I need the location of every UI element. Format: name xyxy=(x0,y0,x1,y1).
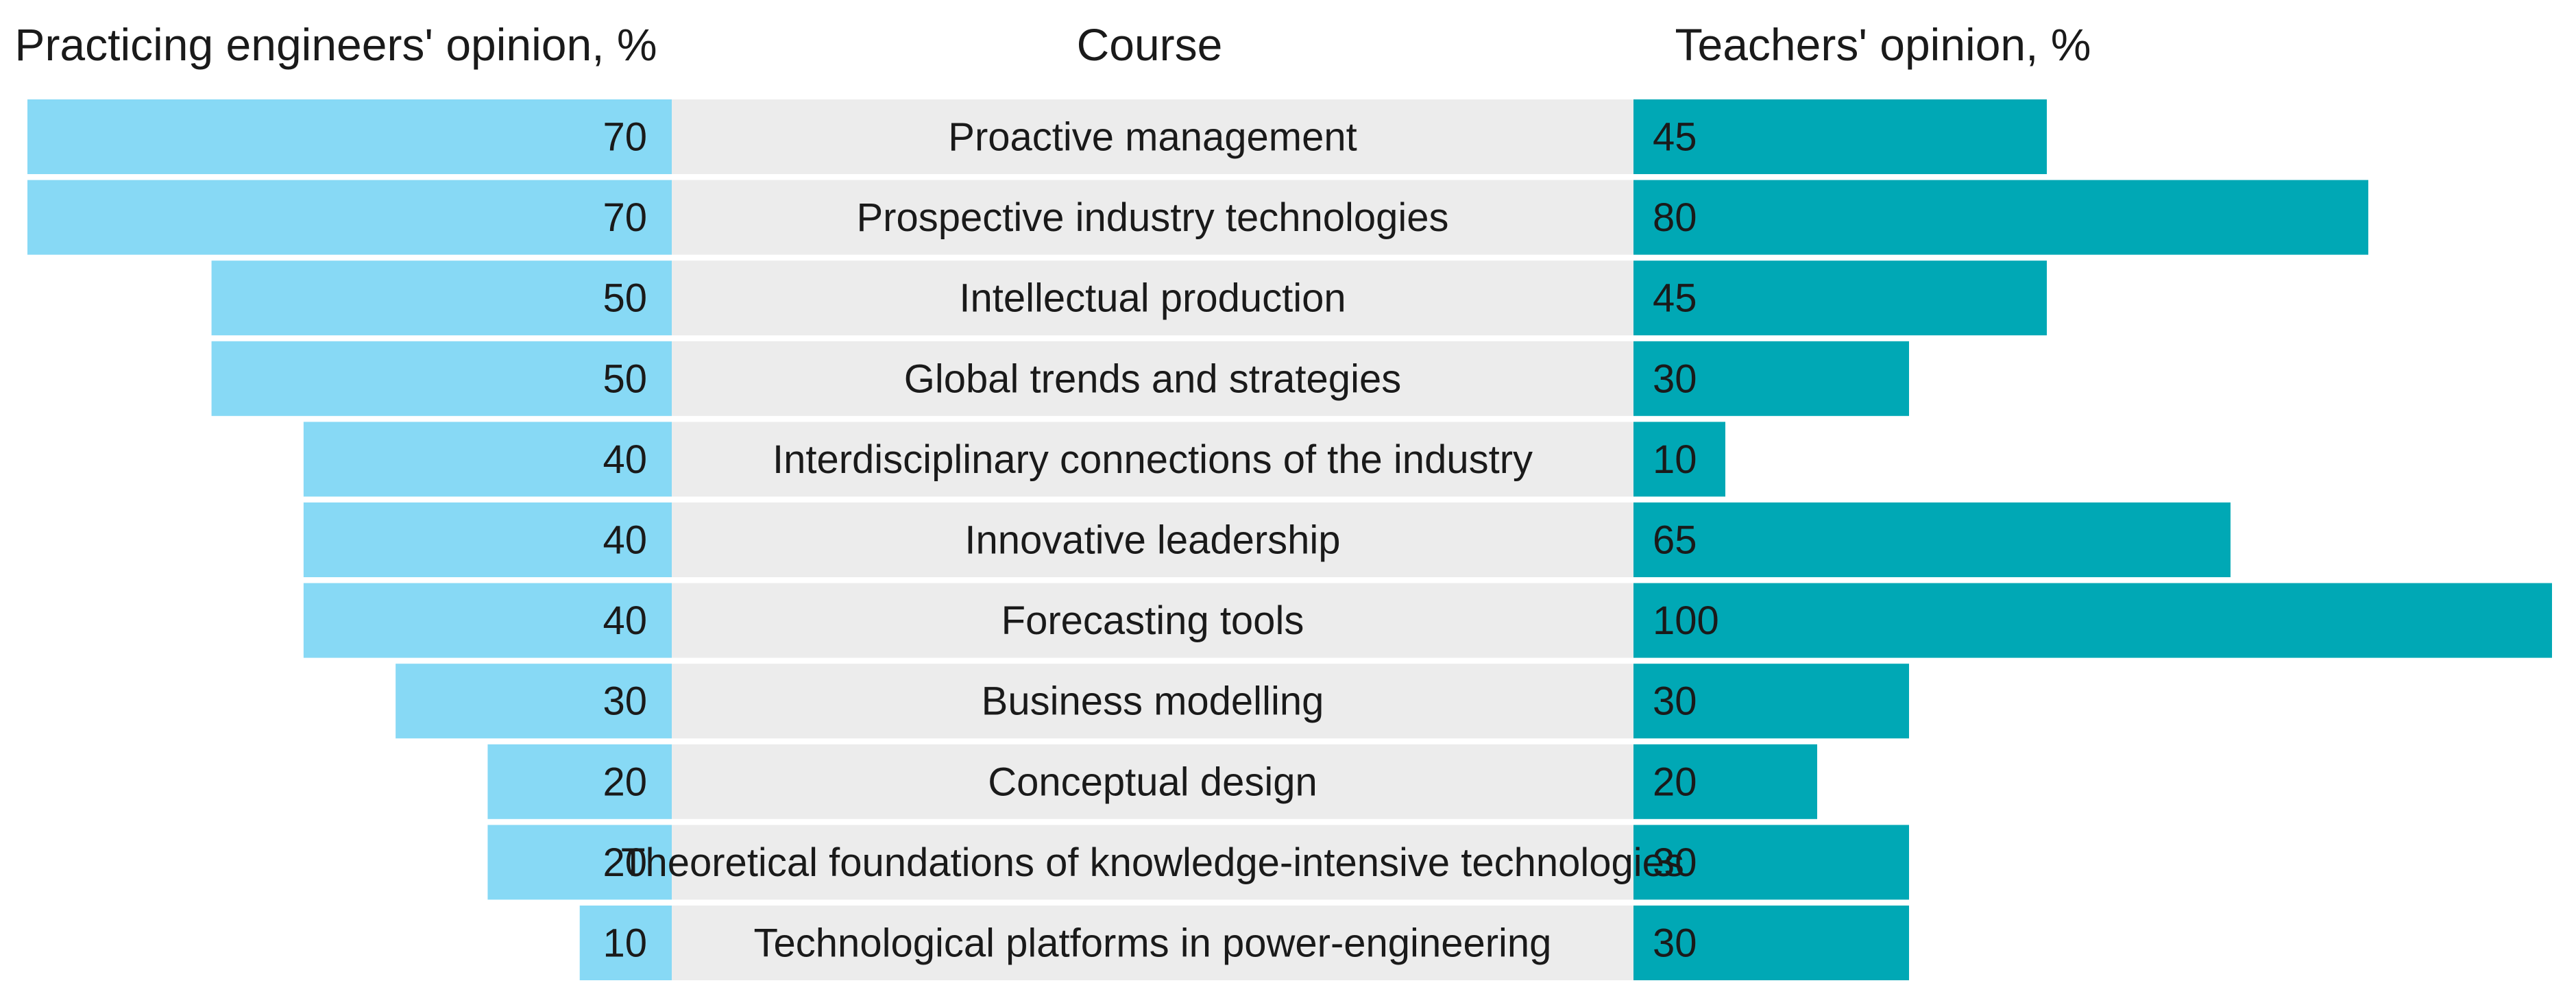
engineers-value-label: 70 xyxy=(603,115,647,160)
teachers-bar xyxy=(1633,664,1909,739)
engineers-bar xyxy=(303,502,672,577)
course-label: Innovative leadership xyxy=(964,518,1340,563)
course-band xyxy=(672,906,1633,980)
engineers-value-label: 50 xyxy=(603,356,647,401)
engineers-value-label: 20 xyxy=(603,760,647,804)
course-band xyxy=(672,422,1633,497)
engineers-bar xyxy=(211,341,672,416)
engineers-bar xyxy=(27,180,672,255)
course-band xyxy=(672,502,1633,577)
engineers-bar xyxy=(487,744,672,819)
chart-row: 40 Interdisciplinary connections of the i… xyxy=(303,422,1725,497)
course-label: Forecasting tools xyxy=(1001,598,1304,643)
engineers-value-label: 50 xyxy=(603,276,647,321)
teachers-bar xyxy=(1633,744,1817,819)
teachers-value-label: 80 xyxy=(1653,195,1697,240)
chart-row: 10 Technological platforms in power-engin… xyxy=(579,906,1909,980)
course-label: Proactive management xyxy=(948,115,1357,160)
engineers-bar xyxy=(303,422,672,497)
chart-row: 70 Proactive management 45 xyxy=(27,99,2047,174)
teachers-value-label: 45 xyxy=(1653,276,1697,321)
course-band xyxy=(672,341,1633,416)
teachers-bar xyxy=(1633,422,1725,497)
chart-row: 30 Business modelling 30 xyxy=(396,664,1909,739)
engineers-bar xyxy=(211,260,672,336)
course-label: Prospective industry technologies xyxy=(856,195,1448,240)
teachers-value-label: 10 xyxy=(1653,437,1697,482)
engineers-bar xyxy=(27,99,672,174)
chart-row: 40 Forecasting tools 100 xyxy=(303,583,2552,658)
engineers-value-label: 70 xyxy=(603,195,647,240)
teachers-bar xyxy=(1633,99,2047,174)
teachers-bar xyxy=(1633,906,1909,980)
teachers-value-label: 30 xyxy=(1653,921,1697,966)
course-label: Interdisciplinary connections of the ind… xyxy=(773,437,1533,482)
engineers-bar xyxy=(396,664,672,739)
chart-row: 20 Conceptual design 20 xyxy=(487,744,1817,819)
teachers-bar xyxy=(1633,502,2231,577)
course-band xyxy=(672,180,1633,255)
chart-row: 50 Global trends and strategies 30 xyxy=(211,341,1909,416)
teachers-value-label: 20 xyxy=(1653,760,1697,804)
engineers-bar xyxy=(579,906,672,980)
engineers-value-label: 40 xyxy=(603,518,647,563)
teachers-value-label: 65 xyxy=(1653,518,1697,563)
chart-row: 50 Intellectual production 45 xyxy=(211,260,2047,336)
teachers-value-label: 100 xyxy=(1653,598,1719,643)
course-band xyxy=(672,583,1633,658)
teachers-bar xyxy=(1633,260,2047,336)
engineers-value-label: 40 xyxy=(603,598,647,643)
course-label: Conceptual design xyxy=(988,760,1317,804)
engineers-value-label: 40 xyxy=(603,437,647,482)
teachers-bar xyxy=(1633,341,1909,416)
center-header: Course xyxy=(1077,19,1223,70)
engineers-bar xyxy=(303,583,672,658)
chart-row: 70 Prospective industry technologies 80 xyxy=(27,180,2368,255)
teachers-value-label: 45 xyxy=(1653,115,1697,160)
course-band xyxy=(672,260,1633,336)
teachers-value-label: 30 xyxy=(1653,356,1697,401)
right-header: Teachers' opinion, % xyxy=(1675,19,2091,70)
course-band xyxy=(672,99,1633,174)
engineers-bar xyxy=(487,825,672,900)
course-label: Theoretical foundations of knowledge-int… xyxy=(621,840,1684,885)
engineers-value-label: 30 xyxy=(603,679,647,724)
teachers-value-label: 30 xyxy=(1653,840,1697,885)
engineers-value-label: 20 xyxy=(603,840,647,885)
course-label: Global trends and strategies xyxy=(904,356,1401,401)
chart-row: 40 Innovative leadership 65 xyxy=(303,502,2231,577)
course-label: Business modelling xyxy=(982,679,1324,724)
teachers-bar xyxy=(1633,180,2368,255)
teachers-bar xyxy=(1633,825,1909,900)
course-band xyxy=(672,744,1633,819)
course-label: Technological platforms in power-enginee… xyxy=(754,921,1552,966)
course-band xyxy=(672,664,1633,739)
teachers-bar xyxy=(1633,583,2552,658)
chart-rows: 70 Proactive management 45 70 Prospective in… xyxy=(27,99,2552,980)
course-label: Intellectual production xyxy=(959,276,1346,321)
left-header: Practicing engineers' opinion, % xyxy=(14,19,657,70)
teachers-value-label: 30 xyxy=(1653,679,1697,724)
course-band xyxy=(672,825,1633,900)
engineers-value-label: 10 xyxy=(603,921,647,966)
